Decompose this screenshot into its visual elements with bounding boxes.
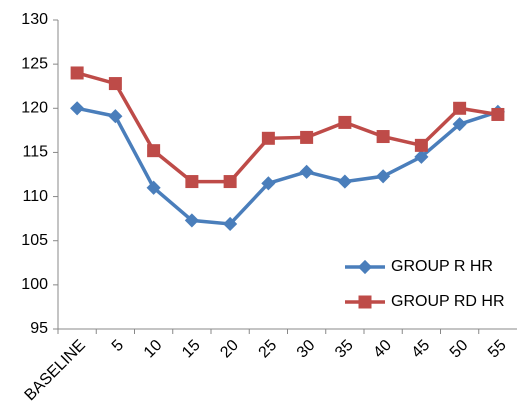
marker (452, 117, 467, 132)
y-tick-label: 95 (30, 320, 48, 337)
marker (376, 130, 390, 144)
marker (185, 175, 199, 189)
y-tick-label: 120 (21, 100, 48, 117)
marker (376, 169, 391, 184)
y-tick-label: 100 (21, 276, 48, 293)
x-tick-label: 35 (332, 337, 357, 362)
marker (453, 101, 467, 115)
marker (147, 144, 161, 158)
marker (337, 174, 352, 189)
y-tick-label: 115 (22, 144, 48, 161)
y-tick-label: 110 (22, 188, 48, 205)
legend-label: GROUP R HR (391, 258, 493, 275)
marker (223, 175, 237, 189)
y-tick-label: 130 (21, 11, 48, 28)
legend-label: GROUP RD HR (391, 293, 505, 310)
marker (223, 216, 238, 232)
x-tick-label: 40 (370, 337, 395, 362)
x-tick-label: 20 (217, 337, 242, 362)
x-tick-label: 15 (179, 337, 204, 362)
legend-marker (357, 259, 373, 275)
x-tick-label: 45 (409, 337, 434, 362)
legend-marker (358, 295, 372, 309)
marker (414, 138, 428, 152)
marker (414, 149, 429, 164)
marker (146, 180, 161, 195)
marker (108, 109, 123, 124)
marker (261, 176, 276, 191)
x-tick-label: 10 (141, 337, 166, 362)
x-tick-label: 25 (256, 337, 281, 362)
marker (300, 130, 314, 144)
y-tick-label: 125 (21, 55, 48, 72)
x-tick-label: 50 (447, 337, 472, 362)
marker (184, 213, 199, 228)
marker (70, 101, 85, 116)
x-tick-label: 5 (109, 337, 127, 355)
x-tick-label: 55 (485, 337, 510, 362)
marker (108, 77, 122, 91)
marker (261, 131, 275, 145)
x-tick-label: 30 (294, 337, 319, 362)
marker (299, 164, 314, 179)
marker (70, 66, 84, 80)
x-tick-label: BASELINE (22, 337, 89, 404)
marker (338, 115, 352, 129)
y-tick-label: 105 (21, 232, 48, 249)
marker (491, 107, 505, 121)
